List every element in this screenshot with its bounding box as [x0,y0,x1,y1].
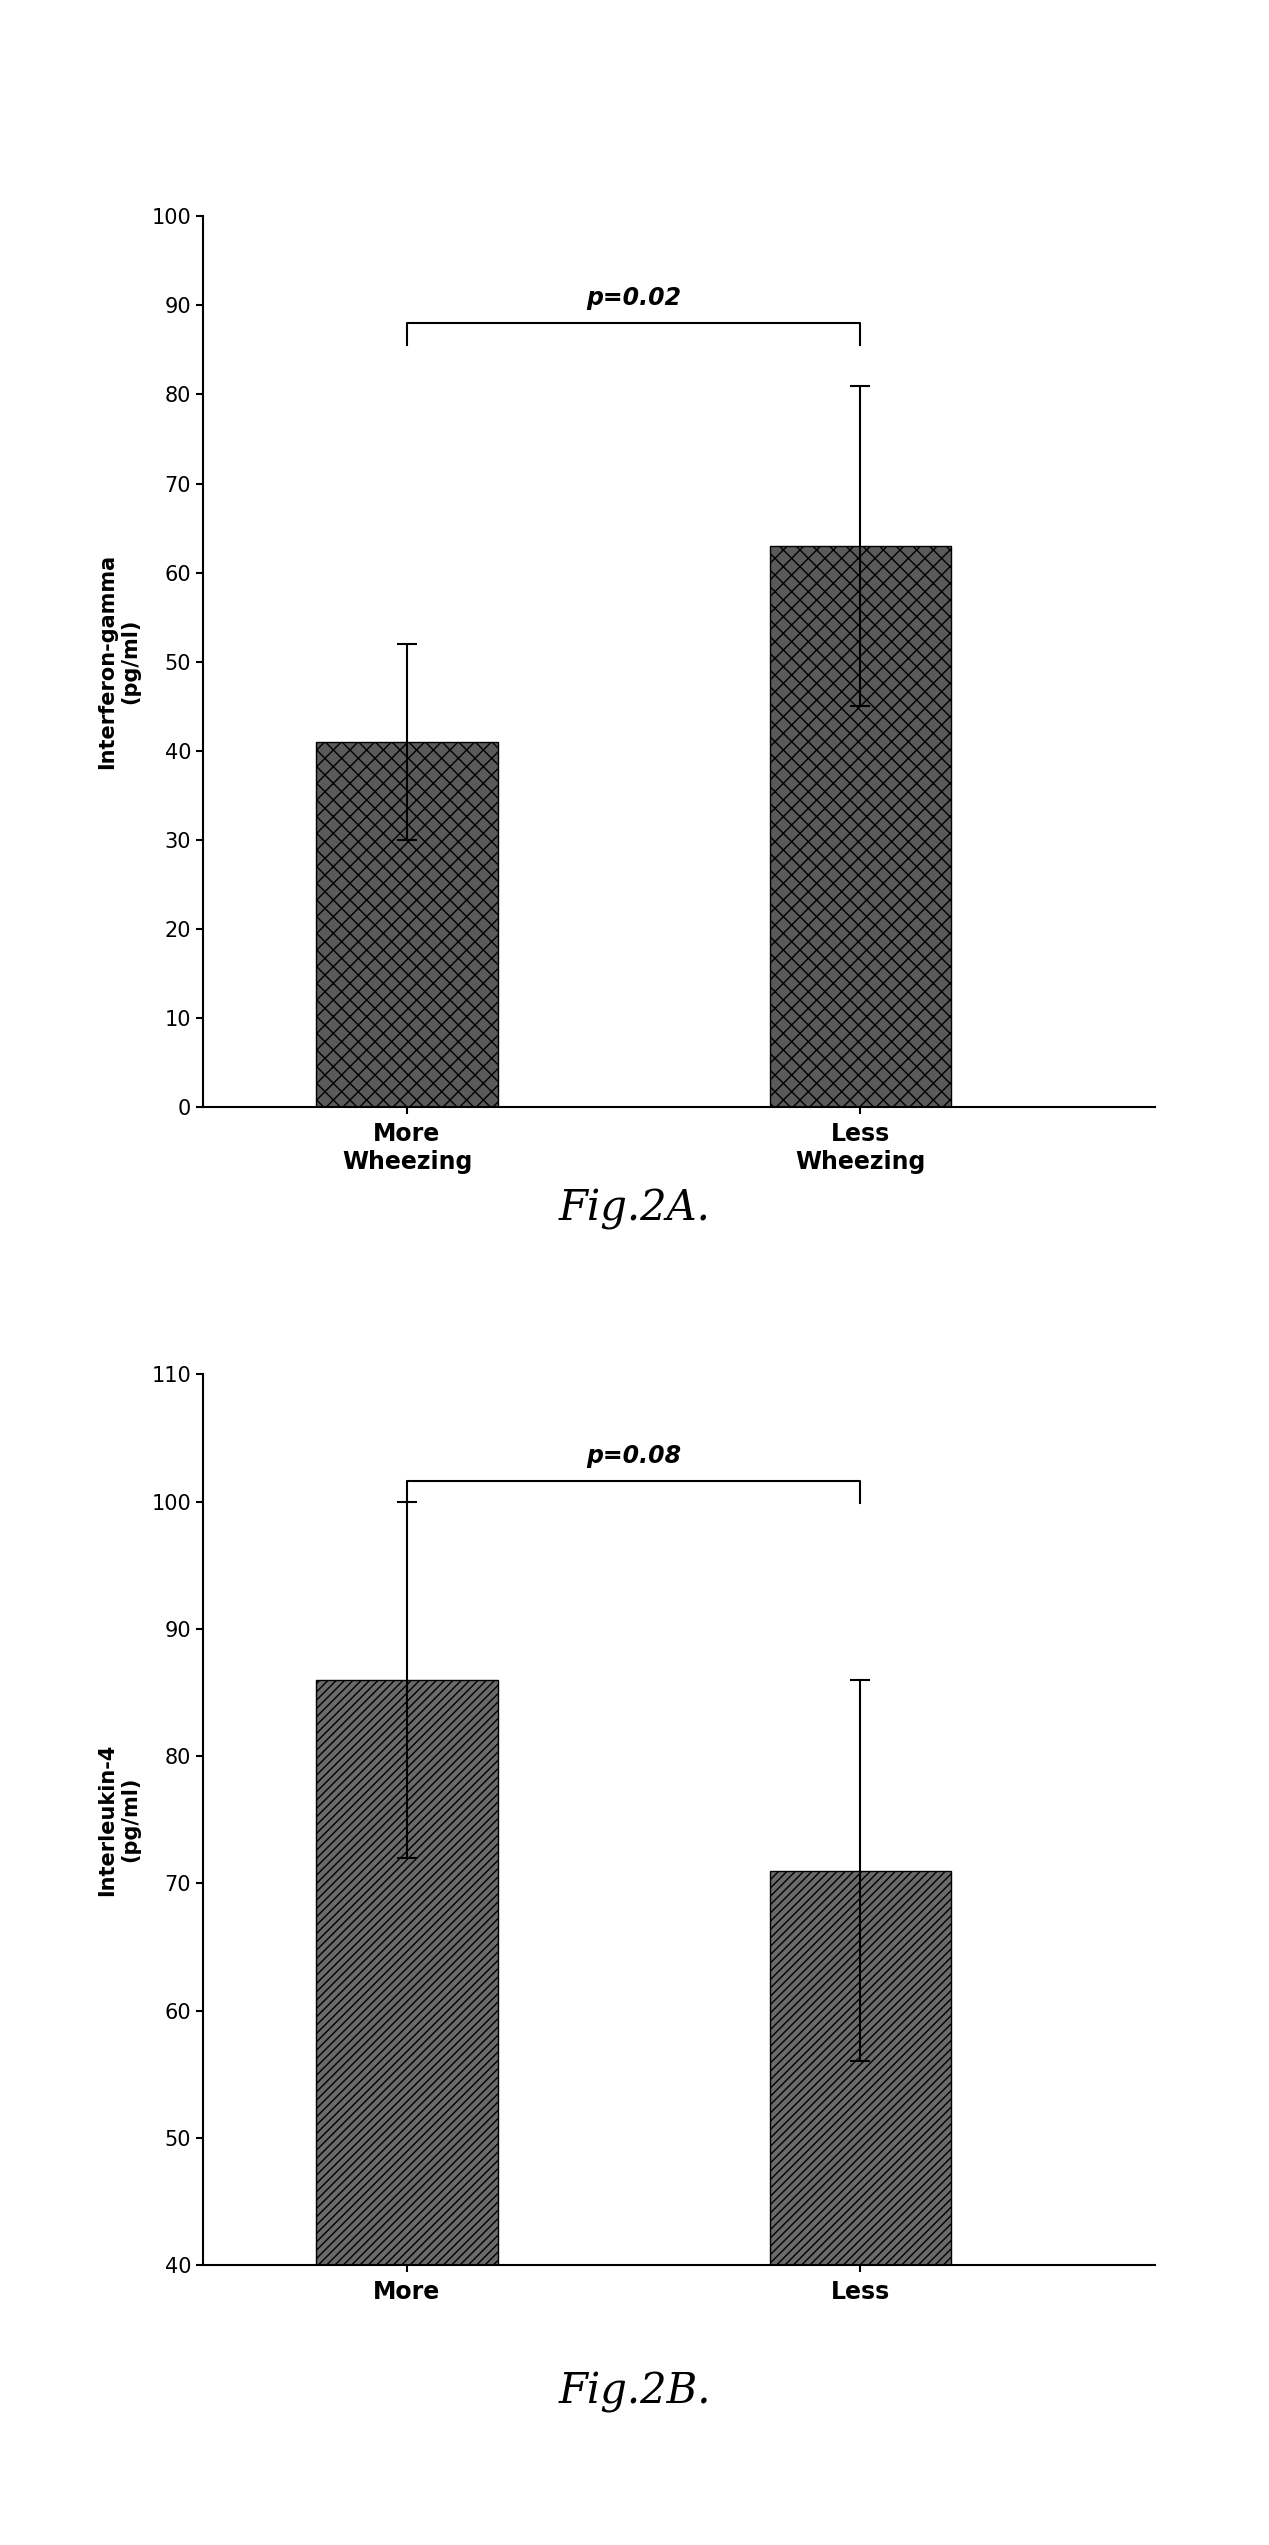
Text: p=0.08: p=0.08 [586,1443,681,1468]
Y-axis label: Interleukin-4
(pg/ml): Interleukin-4 (pg/ml) [98,1743,141,1896]
Text: p=0.02: p=0.02 [586,285,681,310]
Text: Fig.2B.: Fig.2B. [558,2372,711,2413]
Bar [769,1871,950,2545]
Text: Fig.2A.: Fig.2A. [558,1189,711,1229]
Bar [316,743,497,1107]
Y-axis label: Interferon-gamma
(pg/ml): Interferon-gamma (pg/ml) [98,555,141,769]
Bar [769,547,950,1107]
Bar [316,1680,497,2545]
